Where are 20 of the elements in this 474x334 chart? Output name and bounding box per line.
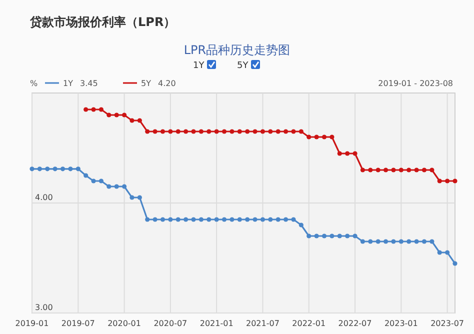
- x-tick-label: 2020-07: [154, 319, 188, 328]
- text: 3.45: [80, 79, 98, 88]
- text: 2019-01 - 2023-08: [378, 79, 453, 88]
- x-tick-label: 2022-01: [292, 319, 326, 328]
- x-tick-label: 2021-01: [200, 319, 234, 328]
- legend-label: 5Y: [141, 79, 152, 88]
- x-tick-label: 2019-01: [15, 319, 49, 328]
- chart-title: 贷款市场报价利率（LPR）: [29, 15, 176, 29]
- y-axis-title: %: [30, 79, 38, 88]
- x-tick-label: 2023-01: [384, 319, 418, 328]
- x-tick-label: 2020-01: [108, 319, 142, 328]
- chart-subtitle: LPR品种历史走势图: [184, 43, 290, 57]
- legend-label: 1Y: [63, 79, 74, 88]
- y-tick-label: 3.00: [35, 303, 53, 312]
- y-tick-label: 4.00: [35, 193, 53, 202]
- x-tick-label: 2021-07: [246, 319, 280, 328]
- text: 4.20: [158, 79, 176, 88]
- x-tick-label: 2019-07: [61, 319, 95, 328]
- x-tick-label: 2022-07: [338, 319, 372, 328]
- x-tick-label: 2023-07: [430, 319, 464, 328]
